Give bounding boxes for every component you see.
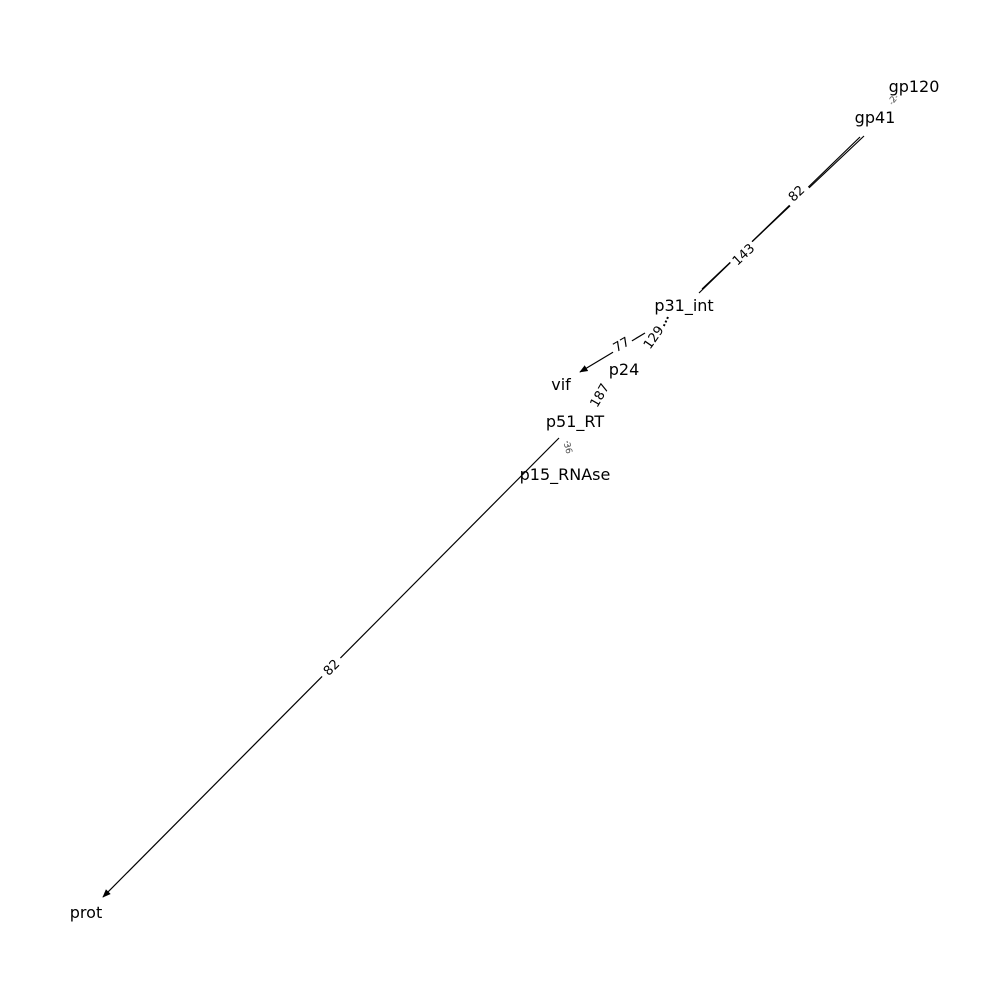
node-p51-rt: p51_RT xyxy=(546,412,604,432)
edge-label-gp120-gp41: 2 xyxy=(888,95,899,106)
node-vif: vif xyxy=(551,375,571,394)
node-gp120: gp120 xyxy=(889,77,940,96)
node-p15-rnase: p15_RNAse xyxy=(520,465,611,485)
edge-gp41-p31-b xyxy=(698,136,861,294)
node-p24: p24 xyxy=(609,360,640,379)
edge-p31-vif xyxy=(579,332,646,373)
edge-labels: 82 143 77 129 187 36 82 2 xyxy=(316,95,900,682)
edge-p51-p15 xyxy=(566,440,571,453)
node-p31-int: p31_int xyxy=(654,296,713,316)
nodes: gp120 gp41 p31_int p24 vif p51_RT p15_RN… xyxy=(70,77,940,922)
node-gp41: gp41 xyxy=(855,108,896,127)
edge-label-p31-vif: 77 xyxy=(611,335,633,356)
edge-gp120-gp41 xyxy=(890,95,898,105)
edge-label-p51-p15: 36 xyxy=(561,441,574,455)
edges xyxy=(102,95,898,898)
node-prot: prot xyxy=(70,903,102,922)
